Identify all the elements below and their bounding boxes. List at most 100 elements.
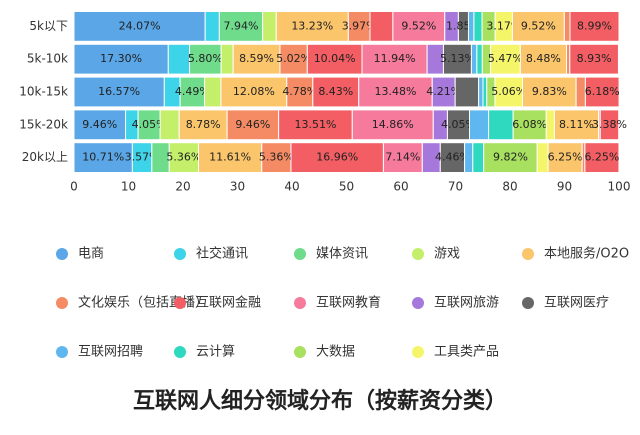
value-label: 5.02% (276, 52, 311, 65)
bar-segment (189, 43, 222, 75)
value-label: 17.30% (100, 52, 142, 65)
value-label: 4.49% (175, 85, 210, 98)
value-label: 5.13% (440, 52, 475, 65)
value-label: 8.59% (239, 52, 274, 65)
x-tick-label: 70 (448, 180, 463, 194)
bar-segment (232, 43, 281, 75)
x-tick-label: 80 (502, 180, 517, 194)
value-label: 6.25% (584, 151, 619, 164)
value-label: 5.36% (166, 151, 201, 164)
bar-segment (226, 109, 280, 141)
bar-segment (275, 11, 349, 42)
value-label: 11.61% (209, 151, 251, 164)
bar-segment (536, 142, 549, 173)
bar-segment (569, 43, 619, 75)
x-tick-label: 90 (557, 180, 572, 194)
bar-segment (262, 11, 277, 42)
bar-segment (218, 11, 264, 42)
bar-segment (312, 76, 360, 108)
legend-label: 互联网金融 (196, 295, 261, 311)
legend-marker (56, 346, 68, 358)
value-label: 13.51% (294, 118, 336, 131)
bar-segment (522, 76, 577, 108)
bar-segment (204, 11, 220, 42)
bar-segment (220, 43, 234, 75)
x-tick-label: 100 (608, 180, 631, 194)
value-label: 8.78% (186, 118, 221, 131)
legend-marker (294, 248, 306, 260)
legend-label: 社交通讯 (196, 246, 248, 262)
value-label: 12.08% (233, 85, 275, 98)
value-label: 9.46% (82, 118, 117, 131)
legend-marker (412, 248, 424, 260)
value-label: 5.06% (491, 85, 526, 98)
value-label: 9.83% (532, 85, 567, 98)
value-label: 9.82% (493, 151, 528, 164)
value-label: 14.86% (372, 118, 414, 131)
value-label: 16.57% (98, 85, 140, 98)
value-label: 6.08% (512, 118, 547, 131)
y-tick-label: 5k-10k (27, 52, 68, 66)
bar-segment (467, 11, 475, 42)
bar-segment (179, 76, 206, 108)
bar-segment (454, 76, 480, 108)
legend-marker (56, 297, 68, 309)
legend-label: 互联网旅游 (434, 296, 499, 311)
bar-segment (286, 76, 314, 108)
bar-segment (464, 142, 474, 173)
legend-label: 游戏 (434, 247, 460, 262)
bar-segment (488, 109, 514, 141)
bar-segment (361, 43, 428, 75)
value-label: 10.04% (314, 52, 356, 65)
y-tick-label: 10k-15k (19, 85, 68, 99)
value-label: 16.96% (316, 151, 358, 164)
value-label: 5.36% (259, 151, 294, 164)
x-tick-label: 10 (121, 180, 136, 194)
bar-segment (306, 43, 363, 75)
bar-segment (73, 76, 165, 108)
bar-segment (472, 142, 485, 173)
value-label: 13.48% (375, 85, 417, 98)
bar-segment (470, 43, 478, 75)
bar-segment (73, 43, 169, 75)
value-label: 7.14% (385, 151, 420, 164)
bar-segment (167, 43, 191, 75)
legend-label: 电商 (78, 247, 104, 262)
legend-marker (294, 346, 306, 358)
bar-segment (569, 11, 620, 42)
legend-label: 大数据 (316, 345, 355, 360)
value-label: 4.05% (441, 118, 476, 131)
bar-segment (584, 142, 620, 173)
chart-title: 互联网人细分领域分布（按薪资分类） (133, 388, 507, 414)
x-tick-label: 0 (70, 180, 78, 194)
value-label: 6.25% (548, 151, 583, 164)
legend-label: 文化娱乐（包括直播） (78, 296, 208, 311)
value-label: 8.11% (559, 118, 594, 131)
bar-segment (563, 11, 571, 42)
bar-segment (469, 109, 490, 141)
value-label: 4.05% (132, 118, 167, 131)
value-label: 11.94% (374, 52, 416, 65)
bar-segment (290, 142, 384, 173)
bar-segment (545, 109, 555, 141)
value-label: 3.97% (342, 19, 377, 32)
x-tick-label: 40 (284, 180, 299, 194)
bar-segment (599, 109, 620, 141)
bar-segment (351, 109, 434, 141)
value-label: 4.46% (435, 151, 470, 164)
legend-marker (294, 297, 306, 309)
value-label: 9.52% (401, 19, 436, 32)
value-label: 8.48% (526, 52, 561, 65)
legend-label: 工具类产品 (434, 345, 499, 360)
bar-segment (382, 142, 423, 173)
value-label: 3.38% (592, 118, 627, 131)
value-label: 13.23% (291, 19, 333, 32)
bar-segment (369, 11, 394, 42)
bar-segment (358, 76, 433, 108)
bar-segment (73, 11, 206, 42)
bar-segment (159, 109, 180, 141)
value-label: 5.47% (488, 52, 523, 65)
bar-segment (478, 76, 484, 108)
bar-segment (73, 142, 133, 173)
value-label: 4.21% (426, 85, 461, 98)
